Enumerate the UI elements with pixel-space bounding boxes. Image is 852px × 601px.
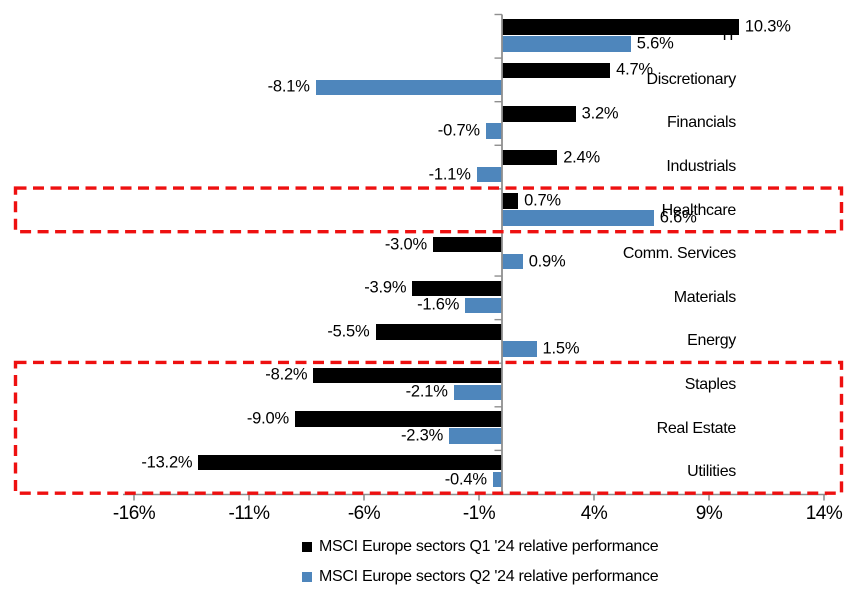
bar-q1-comm-services	[433, 236, 502, 253]
bar-q2-utilities	[492, 471, 502, 488]
value-label-q2-financials: -0.7%	[437, 121, 480, 140]
value-label-q2-discretionary: -8.1%	[267, 77, 310, 96]
legend-item-q2: MSCI Europe sectors Q2 '24 relative perf…	[302, 568, 659, 586]
bar-q1-healthcare	[502, 193, 519, 209]
bar-q2-energy	[502, 341, 537, 357]
value-label-q1-industrials: 2.4%	[563, 148, 600, 167]
bar-q1-energy	[375, 324, 502, 340]
value-label-q1-discretionary: 4.7%	[616, 60, 653, 79]
category-label-utilities: Utilities	[687, 463, 736, 481]
value-label-q2-staples: -2.1%	[405, 382, 448, 401]
bar-q2-materials	[465, 297, 502, 314]
bar-q2-healthcare	[502, 210, 654, 226]
value-label-q2-industrials: -1.1%	[428, 165, 471, 184]
value-label-q1-real-estate: -9.0%	[246, 409, 289, 428]
value-label-q2-energy: 1.5%	[542, 339, 580, 358]
category-label-energy: Energy	[687, 332, 736, 350]
bar-q2-industrials	[476, 166, 502, 183]
bar-q1-utilities	[198, 454, 502, 471]
value-label-q1-it: 10.3%	[744, 17, 791, 36]
x-axis-tick-label-16: -16%	[112, 503, 156, 524]
value-label-q1-healthcare: 0.7%	[524, 191, 561, 210]
bar-q2-staples	[453, 384, 502, 401]
x-axis-tick-label-9: 9%	[695, 503, 723, 524]
bar-q1-financials	[502, 106, 576, 122]
value-label-q2-materials: -1.6%	[417, 295, 460, 314]
x-axis-tick-label-11: -11%	[228, 503, 270, 524]
category-label-financials: Financials	[666, 114, 736, 132]
value-label-q1-comm-services: -3.0%	[384, 235, 427, 254]
x-axis-tick-label-6: -6%	[347, 503, 381, 524]
bar-q1-staples	[313, 367, 502, 384]
value-label-q2-comm-services: 0.9%	[528, 252, 566, 271]
value-label-q1-financials: 3.2%	[581, 104, 619, 123]
legend-swatch-q1	[302, 542, 312, 552]
category-label-staples: Staples	[684, 376, 737, 393]
legend-label-q2: MSCI Europe sectors Q2 '24 relative perf…	[319, 568, 659, 585]
value-label-q1-materials: -3.9%	[364, 278, 407, 297]
bar-q1-industrials	[502, 149, 558, 166]
legend-item-q1: MSCI Europe sectors Q1 '24 relative perf…	[302, 538, 659, 556]
legend-label-q1: MSCI Europe sectors Q1 '24 relative perf…	[319, 538, 659, 555]
value-label-q1-staples: -8.2%	[265, 365, 308, 384]
value-label-q1-energy: -5.5%	[327, 322, 370, 341]
category-label-real-estate: Real Estate	[656, 419, 737, 437]
bar-q1-materials	[412, 280, 502, 297]
value-label-q2-healthcare: 6.6%	[659, 208, 697, 227]
category-label-industrials: Industrials	[666, 158, 736, 176]
bar-q2-comm-services	[502, 253, 523, 270]
value-label-q2-it: 5.6%	[636, 34, 674, 53]
category-label-discretionary: Discretionary	[646, 70, 737, 88]
bar-q2-it	[502, 36, 631, 52]
category-label-comm-services: Comm. Services	[622, 245, 736, 263]
bar-q2-discretionary	[315, 79, 502, 96]
value-label-q2-real-estate: -2.3%	[401, 426, 444, 445]
bar-q2-financials	[485, 123, 502, 139]
category-label-materials: Materials	[673, 288, 737, 306]
value-label-q2-utilities: -0.4%	[444, 470, 487, 489]
x-axis-tick-label-14: 14%	[805, 503, 843, 524]
bar-q2-real-estate	[449, 428, 502, 444]
x-axis-tick-label-1: -1%	[462, 503, 496, 524]
bar-q1-real-estate	[295, 411, 502, 427]
legend-swatch-q2	[302, 572, 312, 582]
bar-q1-it	[502, 19, 739, 35]
value-label-q1-utilities: -13.2%	[141, 453, 193, 472]
x-axis-tick-label-4: 4%	[580, 503, 608, 524]
bar-q1-discretionary	[502, 62, 611, 79]
